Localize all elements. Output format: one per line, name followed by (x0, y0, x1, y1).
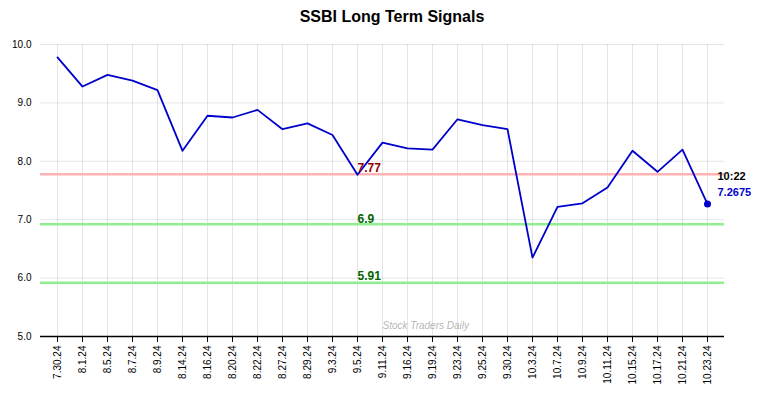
svg-text:7.30.24: 7.30.24 (52, 345, 63, 379)
svg-text:9.19.24: 9.19.24 (427, 345, 438, 379)
svg-text:8.9.24: 8.9.24 (152, 345, 163, 373)
svg-text:10.0: 10.0 (12, 39, 32, 50)
svg-text:8.22.24: 8.22.24 (252, 345, 263, 379)
svg-text:10.17.24: 10.17.24 (652, 345, 663, 384)
svg-text:10.7.24: 10.7.24 (552, 345, 563, 379)
svg-text:Stock Traders Daily: Stock Traders Daily (383, 320, 471, 331)
svg-text:9.11.24: 9.11.24 (377, 345, 388, 378)
svg-text:8.0: 8.0 (18, 156, 32, 167)
svg-text:8.20.24: 8.20.24 (227, 345, 238, 379)
svg-text:10:22: 10:22 (718, 170, 746, 182)
svg-text:9.25.24: 9.25.24 (477, 345, 488, 379)
svg-text:9.5.24: 9.5.24 (352, 345, 363, 373)
svg-text:6.0: 6.0 (18, 272, 32, 283)
svg-text:8.29.24: 8.29.24 (302, 345, 313, 379)
svg-text:10.15.24: 10.15.24 (627, 345, 638, 384)
svg-text:10.21.24: 10.21.24 (677, 345, 688, 384)
svg-text:8.16.24: 8.16.24 (202, 345, 213, 379)
svg-text:8.5.24: 8.5.24 (102, 345, 113, 373)
svg-text:5.91: 5.91 (358, 269, 382, 283)
svg-text:7.2675: 7.2675 (718, 186, 752, 198)
svg-text:10.11.24: 10.11.24 (602, 345, 613, 384)
svg-text:10.3.24: 10.3.24 (527, 345, 538, 379)
svg-text:7.77: 7.77 (358, 161, 382, 175)
svg-text:10.9.24: 10.9.24 (577, 345, 588, 379)
svg-text:8.7.24: 8.7.24 (127, 345, 138, 373)
svg-text:9.16.24: 9.16.24 (402, 345, 413, 379)
svg-text:8.27.24: 8.27.24 (277, 345, 288, 379)
svg-text:6.9: 6.9 (358, 212, 375, 226)
svg-text:9.30.24: 9.30.24 (502, 345, 513, 379)
svg-text:9.0: 9.0 (18, 97, 32, 108)
html-text:SSBI Long Term Signals: SSBI Long Term Signals (299, 8, 485, 25)
svg-text:8.14.24: 8.14.24 (177, 345, 188, 379)
svg-text:8.1.24: 8.1.24 (77, 345, 88, 373)
svg-text:5.0: 5.0 (18, 331, 32, 342)
svg-text:10.23.24: 10.23.24 (702, 345, 713, 384)
svg-text:7.0: 7.0 (18, 214, 32, 225)
svg-text:9.3.24: 9.3.24 (327, 345, 338, 373)
svg-text:9.23.24: 9.23.24 (452, 345, 463, 379)
